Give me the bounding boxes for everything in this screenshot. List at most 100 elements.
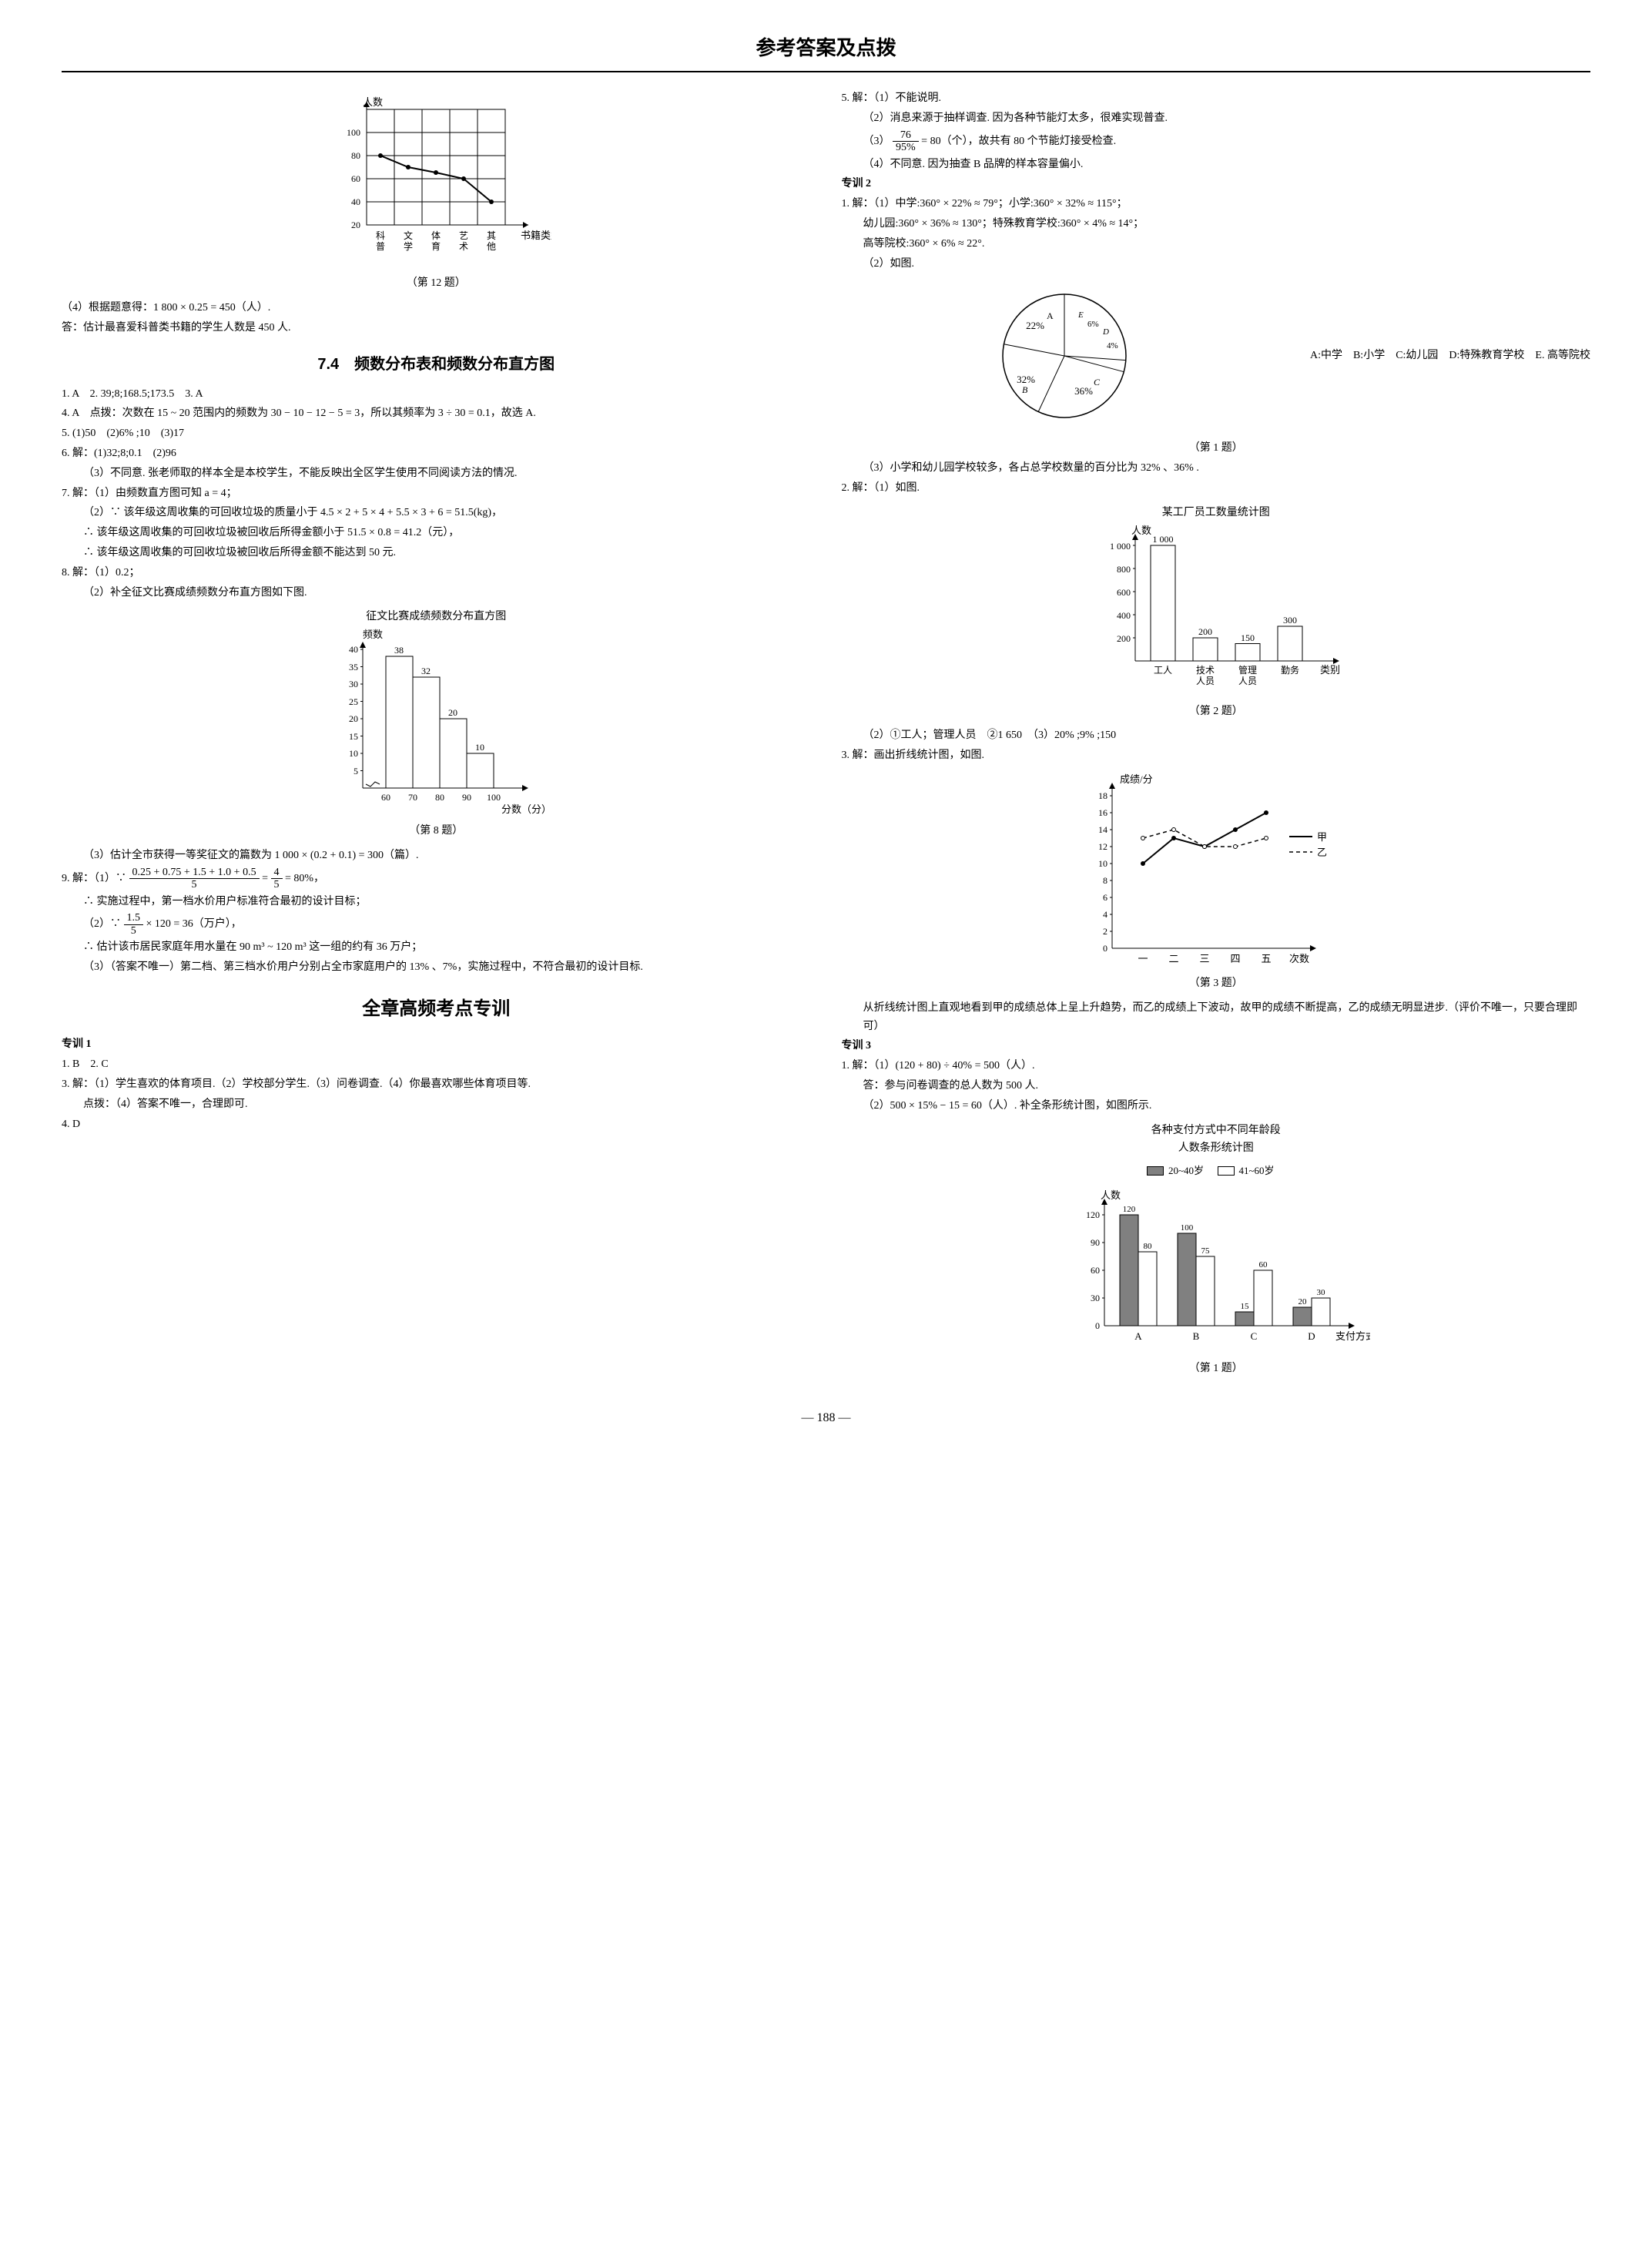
svg-text:管理: 管理	[1238, 664, 1257, 676]
ans74-9c: （2）∵ 1.5 5 × 120 = 36（万户），	[62, 912, 811, 937]
ans74-7a: 7. 解：（1）由频数直方图可知 a = 4；	[62, 485, 811, 503]
line-chart-3: 成绩/分 0 2 4 6 8 10 12 14 16 18	[842, 771, 1591, 993]
bar2-title: 某工厂员工数量统计图	[842, 504, 1591, 522]
svg-text:学: 学	[404, 240, 413, 252]
svg-text:10: 10	[1098, 858, 1107, 869]
svg-text:D: D	[1308, 1330, 1315, 1342]
zx2-1a: 1. 解：（1）中学:360° × 22% ≈ 79°；小学:360° × 32…	[842, 195, 1591, 213]
frac-den: 95%	[893, 142, 919, 153]
svg-text:12: 12	[1098, 841, 1107, 852]
svg-text:200: 200	[1117, 633, 1131, 644]
frac-num: 76	[893, 129, 919, 142]
svg-text:40: 40	[351, 196, 360, 207]
zx2-1e: （3）小学和幼儿园学校较多，各占总学校数量的百分比为 32% 、36% .	[842, 459, 1591, 478]
svg-text:人员: 人员	[1196, 676, 1215, 686]
zx2-1b: 幼儿园:360° × 36% ≈ 130°；特殊教育学校:360° × 4% ≈…	[842, 215, 1591, 233]
line3-svg: 成绩/分 0 2 4 6 8 10 12 14 16 18	[1070, 771, 1362, 971]
section-7-4-title: 7.4 频数分布表和频数分布直方图	[62, 351, 811, 377]
ans74-6b: （3）不同意. 张老师取的样本全是本校学生，不能反映出全区学生使用不同阅读方法的…	[62, 465, 811, 483]
svg-text:E: E	[1077, 310, 1084, 320]
svg-text:120: 120	[1086, 1209, 1100, 1220]
ans74-9e: （3）（答案不唯一）第二档、第三档水价用户分别占全市家庭用户的 13% 、7%，…	[62, 958, 811, 977]
svg-text:术: 术	[459, 241, 468, 252]
svg-text:4: 4	[1103, 909, 1107, 920]
svg-text:10: 10	[475, 742, 484, 753]
q5-b: （2）消息来源于抽样调查. 因为各种节能灯太多，很难实现普查.	[842, 109, 1591, 128]
svg-text:工人: 工人	[1154, 665, 1172, 676]
svg-text:科: 科	[376, 230, 385, 241]
svg-text:勤务: 勤务	[1281, 664, 1299, 676]
svg-text:20: 20	[351, 220, 360, 230]
frac-num: 1.5	[124, 912, 144, 924]
chart-12: 人数 20 40 60 80 100	[62, 94, 811, 293]
ans74-9d: ∴ 估计该市居民家庭年用水量在 90 m³ ~ 120 m³ 这一组的约有 36…	[62, 938, 811, 957]
ans74-9b: ∴ 实施过程中，第一档水价用户标准符合最初的设计目标；	[62, 893, 811, 911]
bar-chart-2: 某工厂员工数量统计图 人数 200 400 600 800 1 000	[842, 504, 1591, 721]
frac-den: 5	[129, 879, 260, 891]
page-number: — 188 —	[62, 1407, 1590, 1428]
bar2-ylabel: 人数	[1131, 525, 1151, 536]
legend-jia: 甲	[1317, 831, 1327, 843]
bar-chart-3: 各种支付方式中不同年龄段 人数条形统计图 20~40岁 41~60岁 人数	[842, 1122, 1591, 1378]
svg-text:B: B	[1022, 384, 1028, 395]
svg-text:2: 2	[1103, 926, 1107, 937]
svg-text:C: C	[1250, 1330, 1257, 1342]
svg-text:6: 6	[1103, 892, 1107, 903]
ans74-9a-suffix: = 80%，	[285, 873, 324, 884]
fraction-9a: 0.25 + 0.75 + 1.5 + 1.0 + 0.5 5	[129, 867, 260, 891]
svg-text:60: 60	[351, 173, 360, 184]
svg-text:人员: 人员	[1238, 676, 1257, 686]
zx2-title: 专训 2	[842, 175, 1591, 193]
chart8-title: 征文比赛成绩频数分布直方图	[62, 608, 811, 626]
svg-text:150: 150	[1241, 632, 1255, 643]
svg-text:15: 15	[349, 731, 358, 742]
q4-line2: 答：估计最喜爱科普类书籍的学生人数是 450 人.	[62, 319, 811, 337]
page-title: 参考答案及点拨	[62, 31, 1590, 72]
svg-text:90: 90	[1091, 1237, 1100, 1248]
line3-xlabel: 次数	[1289, 953, 1309, 964]
svg-text:三: 三	[1199, 953, 1209, 964]
q5-c-prefix: （3）	[863, 136, 890, 147]
svg-text:艺: 艺	[459, 230, 468, 241]
svg-text:6%: 6%	[1087, 320, 1099, 329]
svg-text:40: 40	[349, 644, 358, 655]
svg-text:5: 5	[354, 766, 358, 776]
svg-text:D: D	[1102, 327, 1109, 337]
left-column: 人数 20 40 60 80 100	[62, 88, 811, 1384]
svg-text:14: 14	[1098, 824, 1107, 835]
zx1-3a: 3. 解：（1）学生喜欢的体育项目.（2）学校部分学生.（3）问卷调查.（4）你…	[62, 1075, 811, 1094]
ans74-5: 5. (1)50 (2)6% ;10 (3)17	[62, 424, 811, 443]
zx2-2a: 2. 解：（1）如图.	[842, 479, 1591, 498]
zx3-1a: 1. 解：（1）(120 + 80) ÷ 40% = 500（人）.	[842, 1057, 1591, 1075]
q5-c: （3） 76 95% = 80（个），故共有 80 个节能灯接受检查.	[842, 129, 1591, 154]
svg-text:0: 0	[1103, 943, 1107, 954]
svg-text:80: 80	[351, 150, 360, 161]
svg-text:4%: 4%	[1107, 341, 1118, 351]
svg-text:25: 25	[349, 696, 358, 707]
zx2-2b: （2）①工人；管理人员 ②1 650 （3）20% ;9% ;150	[842, 726, 1591, 745]
svg-text:一: 一	[1138, 953, 1148, 964]
bar2-svg: 人数 200 400 600 800 1 000 1 000 2	[1085, 522, 1347, 699]
zx1-3b: 点拨：（4）答案不唯一，合理即可.	[62, 1095, 811, 1114]
svg-text:文: 文	[404, 230, 413, 241]
svg-text:80: 80	[435, 792, 444, 803]
bar2-caption: （第 2 题）	[842, 703, 1591, 721]
svg-text:技术: 技术	[1196, 665, 1215, 676]
ans74-6a: 6. 解：(1)32;8;0.1 (2)96	[62, 444, 811, 463]
svg-text:四: 四	[1230, 953, 1240, 964]
ans74-9a-prefix: 9. 解：（1）∵	[62, 873, 126, 884]
svg-text:二: 二	[1168, 953, 1178, 964]
legend-box-white	[1218, 1166, 1235, 1176]
bar3-title1: 各种支付方式中不同年龄段	[842, 1122, 1591, 1140]
ans74-9c-prefix: （2）∵	[83, 918, 124, 930]
svg-text:30: 30	[1091, 1293, 1100, 1303]
chart8-xlabel: 分数（分）	[501, 803, 551, 815]
ans74-7b: （2）∵ 该年级这周收集的可回收垃圾的质量小于 4.5 × 2 + 5 × 4 …	[62, 504, 811, 522]
chart-8: 征文比赛成绩频数分布直方图 频数 5 10 15 20 25	[62, 608, 811, 840]
svg-text:他: 他	[487, 241, 496, 252]
ans74-4: 4. A 点拨：次数在 15 ~ 20 范围内的频数为 30 − 10 − 12…	[62, 404, 811, 423]
ans74-8a: 8. 解：（1）0.2；	[62, 564, 811, 582]
ans74-9a: 9. 解：（1）∵ 0.25 + 0.75 + 1.5 + 1.0 + 0.5 …	[62, 867, 811, 891]
q5-a: 5. 解：（1）不能说明.	[842, 89, 1591, 108]
svg-text:20: 20	[349, 713, 358, 724]
